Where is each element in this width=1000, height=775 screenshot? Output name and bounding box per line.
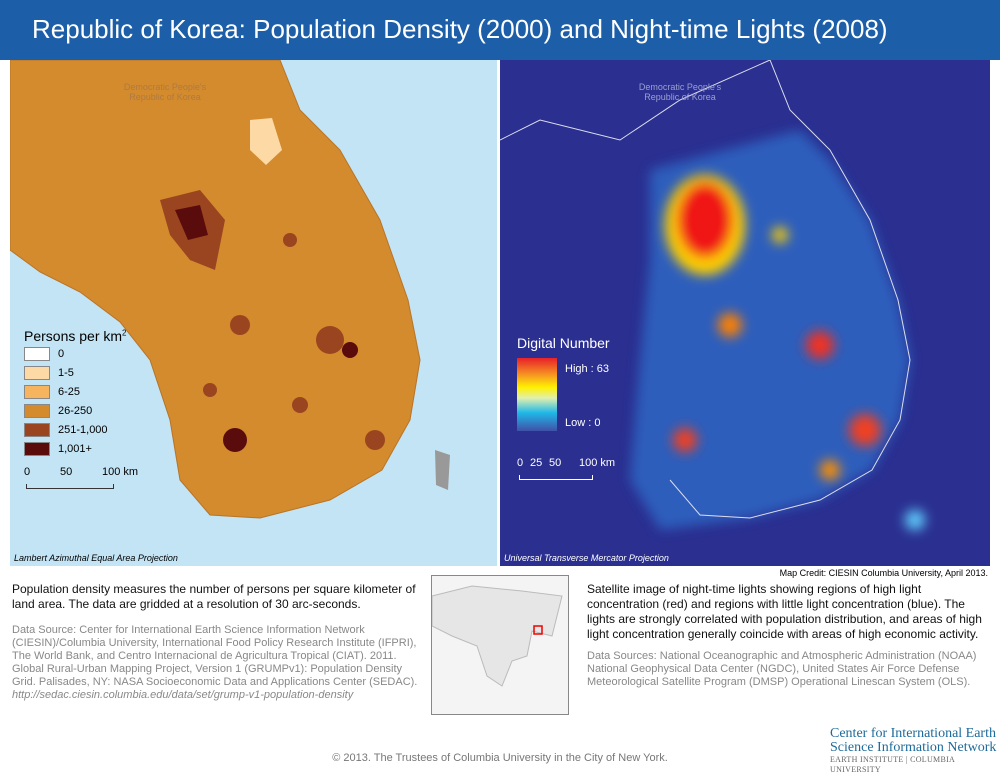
title-bar: Republic of Korea: Population Density (2… bbox=[0, 0, 1000, 62]
scale-bar: 0 25 50 100 km bbox=[517, 457, 627, 487]
legend-swatch bbox=[24, 365, 50, 380]
asia-outline bbox=[431, 585, 563, 687]
high-label: High : 63 bbox=[565, 363, 610, 375]
low-label: Low : 0 bbox=[565, 417, 601, 429]
legend-item: 26-250 bbox=[24, 401, 144, 420]
legend-title: Persons per km2 bbox=[24, 328, 127, 344]
color-ramp bbox=[517, 358, 557, 431]
ciesin-logo: Center for International Earth Science I… bbox=[830, 726, 997, 775]
population-data-url[interactable]: http://sedac.ciesin.columbia.edu/data/se… bbox=[12, 689, 354, 701]
population-description: Population density measures the number o… bbox=[12, 582, 416, 611]
legend-label: 1,001+ bbox=[58, 442, 92, 455]
legend-label: 6-25 bbox=[58, 385, 81, 398]
population-text-column: Population density measures the number o… bbox=[12, 582, 424, 702]
legend-swatch bbox=[24, 384, 50, 399]
legend-label: 26-250 bbox=[58, 404, 93, 417]
legend-item: 0 bbox=[24, 344, 144, 363]
legend-swatch bbox=[24, 441, 50, 456]
legend-item: 251-1,000 bbox=[24, 420, 144, 439]
projection-label: Universal Transverse Mercator Projection bbox=[504, 553, 669, 563]
korea-locator-box bbox=[533, 625, 543, 635]
population-data-source: Data Source: Center for International Ea… bbox=[12, 624, 418, 688]
legend-item: 1,001+ bbox=[24, 439, 144, 458]
lights-text-column: Satellite image of night-time lights sho… bbox=[587, 582, 990, 689]
legend-swatch bbox=[24, 422, 50, 437]
legend-label: 0 bbox=[58, 347, 65, 360]
legend-item: 6-25 bbox=[24, 382, 144, 401]
dprk-label: Democratic People's Republic of Korea bbox=[123, 82, 207, 102]
locator-inset-map bbox=[431, 575, 569, 715]
legend-item: 1-5 bbox=[24, 363, 144, 382]
copyright: © 2013. The Trustees of Columbia Univers… bbox=[332, 752, 668, 764]
population-legend: Persons per km2 0 1-5 6-25 26-250 251-1,000 1… bbox=[24, 328, 144, 496]
map-credit: Map Credit: CIESIN Columbia University, … bbox=[779, 568, 988, 578]
legend-label: 251-1,000 bbox=[58, 423, 108, 436]
legend-swatch bbox=[24, 346, 50, 361]
legend-label: 1-5 bbox=[58, 366, 74, 379]
dprk-label: Democratic People's Republic of Korea bbox=[638, 82, 722, 102]
legend-title: Digital Number bbox=[517, 335, 610, 351]
lights-data-source: Data Sources: National Oceanographic and… bbox=[587, 650, 977, 688]
lights-description: Satellite image of night-time lights sho… bbox=[587, 582, 982, 641]
population-density-map: Democratic People's Republic of Korea Pe… bbox=[10, 60, 497, 566]
projection-label: Lambert Azimuthal Equal Area Projection bbox=[14, 553, 178, 563]
scale-bar: 0 50 100 km bbox=[24, 466, 144, 496]
page-title: Republic of Korea: Population Density (2… bbox=[32, 14, 888, 44]
korea-lights-shape bbox=[500, 60, 925, 530]
night-lights-map: Democratic People's Republic of Korea Di… bbox=[500, 60, 990, 566]
korea-population-shape bbox=[10, 60, 450, 519]
legend-swatch bbox=[24, 403, 50, 418]
